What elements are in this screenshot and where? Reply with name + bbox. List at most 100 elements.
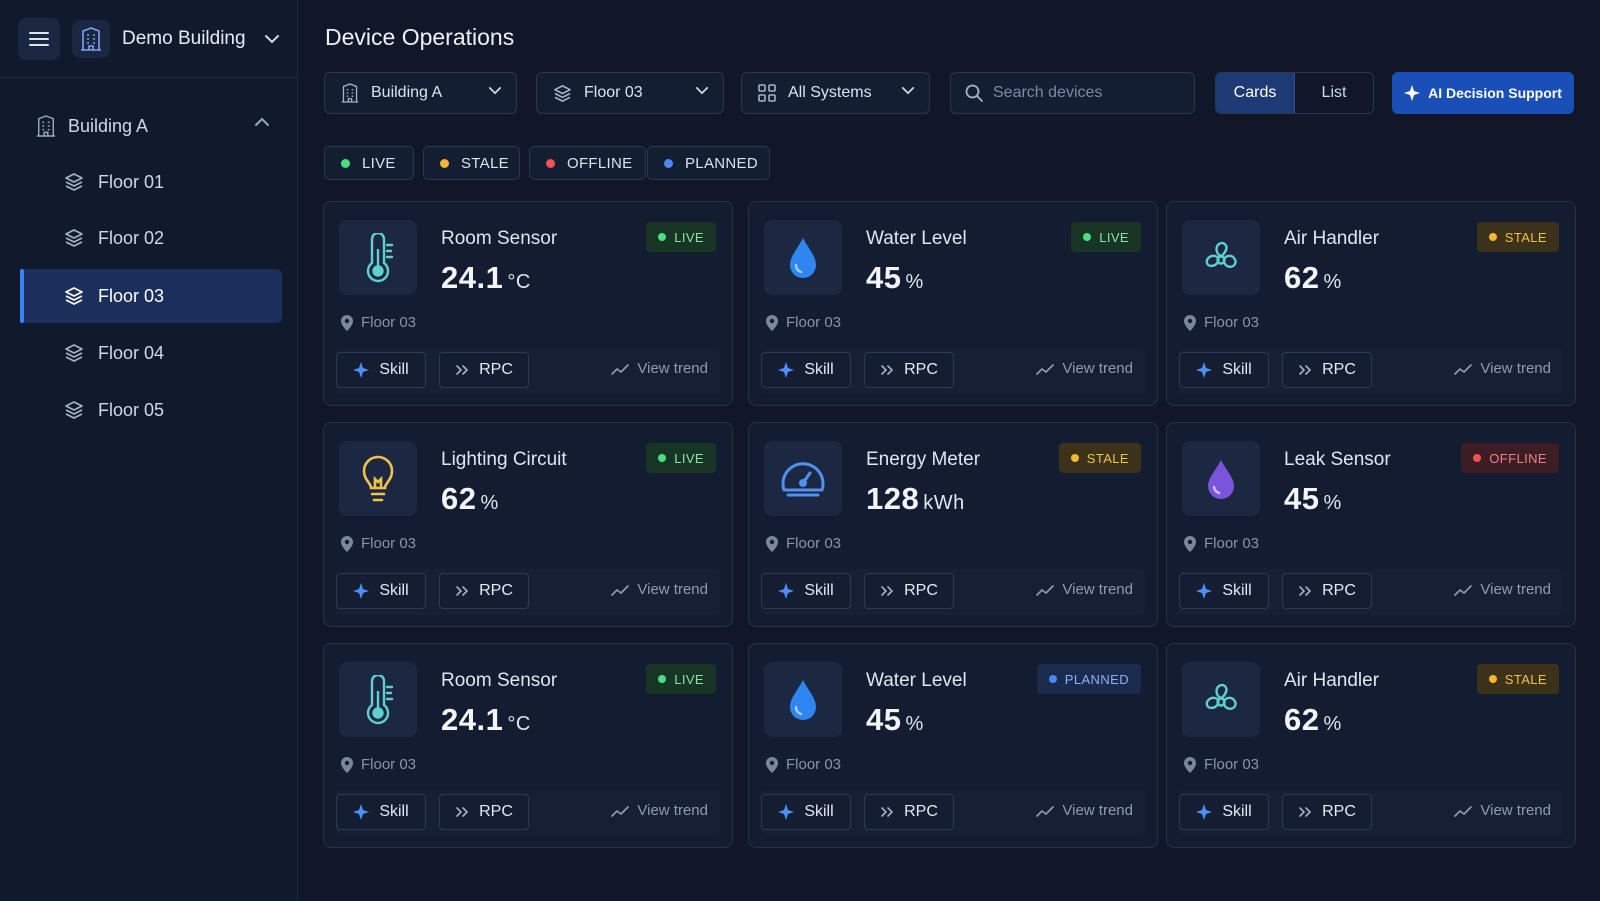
device-card[interactable]: Air Handler 62% STALE Floor 03 Skill RPC View …: [1166, 201, 1576, 406]
hamburger-menu-button[interactable]: [18, 17, 60, 60]
device-card[interactable]: Room Sensor 24.1 °C LIVE Floor 03 Skill RPC Vie…: [323, 201, 733, 406]
view-trend-link[interactable]: View trend: [1036, 360, 1133, 377]
device-reading: 62%: [441, 481, 499, 517]
sidebar-item-floor-02[interactable]: Floor 02: [20, 211, 282, 265]
location-pin-icon: [766, 756, 778, 773]
floor-filter-dropdown[interactable]: Floor 03: [536, 72, 724, 114]
skill-button[interactable]: Skill: [761, 352, 851, 388]
location-pin-icon: [1184, 314, 1196, 331]
device-card[interactable]: Water Level 45% LIVE Floor 03 Skill RPC View t…: [748, 201, 1158, 406]
status-filter-stale[interactable]: STALE: [423, 146, 520, 180]
device-value: 62: [1284, 260, 1320, 295]
skill-button-label: Skill: [804, 582, 834, 599]
double-chevron-icon: [456, 365, 469, 375]
status-badge-label: STALE: [1504, 229, 1547, 245]
ai-button-label: AI Decision Support: [1428, 85, 1562, 101]
rpc-button[interactable]: RPC: [439, 352, 529, 388]
status-filter-planned[interactable]: PLANNED: [647, 146, 770, 180]
status-dot-icon: [658, 675, 667, 683]
skill-button[interactable]: Skill: [336, 352, 426, 388]
skill-button[interactable]: Skill: [761, 573, 851, 609]
status-badge: OFFLINE: [1461, 443, 1559, 473]
device-value: 45: [866, 260, 902, 295]
device-card[interactable]: Energy Meter 128 kWh STALE Floor 03 Skill RPC V…: [748, 422, 1158, 627]
device-value: 62: [441, 481, 477, 516]
skill-button[interactable]: Skill: [1179, 573, 1269, 609]
rpc-button[interactable]: RPC: [1282, 573, 1372, 609]
view-trend-link[interactable]: View trend: [611, 581, 708, 598]
rpc-button[interactable]: RPC: [864, 573, 954, 609]
view-trend-link[interactable]: View trend: [1454, 360, 1551, 377]
skill-button[interactable]: Skill: [1179, 794, 1269, 830]
skill-button[interactable]: Skill: [1179, 352, 1269, 388]
device-location: Floor 03: [766, 756, 841, 773]
skill-button[interactable]: Skill: [761, 794, 851, 830]
sidebar-header: Demo Building: [0, 0, 297, 78]
rpc-button[interactable]: RPC: [864, 352, 954, 388]
skill-button-label: Skill: [804, 803, 834, 820]
view-trend-label: View trend: [1062, 581, 1133, 598]
device-card[interactable]: Leak Sensor 45% OFFLINE Floor 03 Skill RPC Vie…: [1166, 422, 1576, 627]
device-location-label: Floor 03: [1204, 535, 1260, 552]
rpc-button[interactable]: RPC: [1282, 794, 1372, 830]
view-trend-link[interactable]: View trend: [1454, 581, 1551, 598]
tree-building-a[interactable]: Building A: [22, 106, 282, 146]
double-chevron-icon: [1299, 365, 1312, 375]
view-trend-link[interactable]: View trend: [1454, 802, 1551, 819]
list-view-button[interactable]: List: [1321, 84, 1347, 101]
trend-line-icon: [1454, 805, 1473, 817]
view-trend-link[interactable]: View trend: [611, 802, 708, 819]
device-icon-box: [339, 662, 417, 737]
rpc-button-label: RPC: [904, 803, 938, 820]
device-location-label: Floor 03: [361, 314, 417, 331]
device-location-label: Floor 03: [786, 314, 842, 331]
rpc-button[interactable]: RPC: [864, 794, 954, 830]
trend-line-icon: [611, 805, 630, 817]
sidebar-item-floor-01[interactable]: Floor 01: [20, 155, 282, 209]
ai-decision-support-button[interactable]: AI Decision Support: [1392, 72, 1574, 114]
sidebar-item-floor-04[interactable]: Floor 04: [20, 326, 282, 380]
device-card[interactable]: Water Level 45% PLANNED Floor 03 Skill RPC Vie…: [748, 643, 1158, 848]
view-trend-link[interactable]: View trend: [611, 360, 708, 377]
view-trend-link[interactable]: View trend: [1036, 802, 1133, 819]
device-card[interactable]: Air Handler 62% STALE Floor 03 Skill RPC View …: [1166, 643, 1576, 848]
chevron-down-icon[interactable]: [264, 34, 280, 44]
location-pin-icon: [341, 314, 353, 331]
device-location-label: Floor 03: [1204, 756, 1260, 773]
double-chevron-icon: [1299, 807, 1312, 817]
device-name: Air Handler: [1284, 228, 1380, 249]
rpc-button[interactable]: RPC: [1282, 352, 1372, 388]
building-filter-dropdown[interactable]: Building A: [324, 72, 517, 114]
skill-button[interactable]: Skill: [336, 794, 426, 830]
view-trend-label: View trend: [637, 802, 708, 819]
building-selector[interactable]: Demo Building: [122, 27, 246, 49]
device-location-label: Floor 03: [361, 535, 417, 552]
chevron-up-icon[interactable]: [254, 117, 270, 127]
skill-button[interactable]: Skill: [336, 573, 426, 609]
view-trend-label: View trend: [637, 360, 708, 377]
view-trend-label: View trend: [1062, 360, 1133, 377]
status-filter-label: OFFLINE: [567, 154, 633, 172]
double-chevron-icon: [881, 807, 894, 817]
status-dot-icon: [1488, 233, 1497, 241]
sidebar-item-floor-05[interactable]: Floor 05: [20, 383, 282, 437]
search-input[interactable]: [993, 84, 1183, 102]
system-filter-dropdown[interactable]: All Systems: [741, 72, 930, 114]
skill-button-label: Skill: [804, 361, 834, 378]
sidebar-item-floor-03[interactable]: Floor 03: [20, 269, 282, 323]
device-unit: %: [1323, 713, 1342, 735]
rpc-button-label: RPC: [1322, 803, 1356, 820]
status-filter-live[interactable]: LIVE: [324, 146, 414, 180]
rpc-button[interactable]: RPC: [439, 794, 529, 830]
view-trend-link[interactable]: View trend: [1036, 581, 1133, 598]
layers-icon: [65, 401, 83, 419]
device-card[interactable]: Room Sensor 24.1 °C LIVE Floor 03 Skill RPC Vie…: [323, 643, 733, 848]
device-card[interactable]: Lighting Circuit 62% LIVE Floor 03 Skill RPC V…: [323, 422, 733, 627]
cards-view-button[interactable]: Cards: [1216, 73, 1295, 113]
status-badge: LIVE: [1071, 222, 1141, 252]
rpc-button-label: RPC: [479, 361, 513, 378]
skill-button-label: Skill: [1222, 361, 1252, 378]
status-dot-icon: [1488, 675, 1497, 683]
status-filter-offline[interactable]: OFFLINE: [529, 146, 646, 180]
rpc-button[interactable]: RPC: [439, 573, 529, 609]
